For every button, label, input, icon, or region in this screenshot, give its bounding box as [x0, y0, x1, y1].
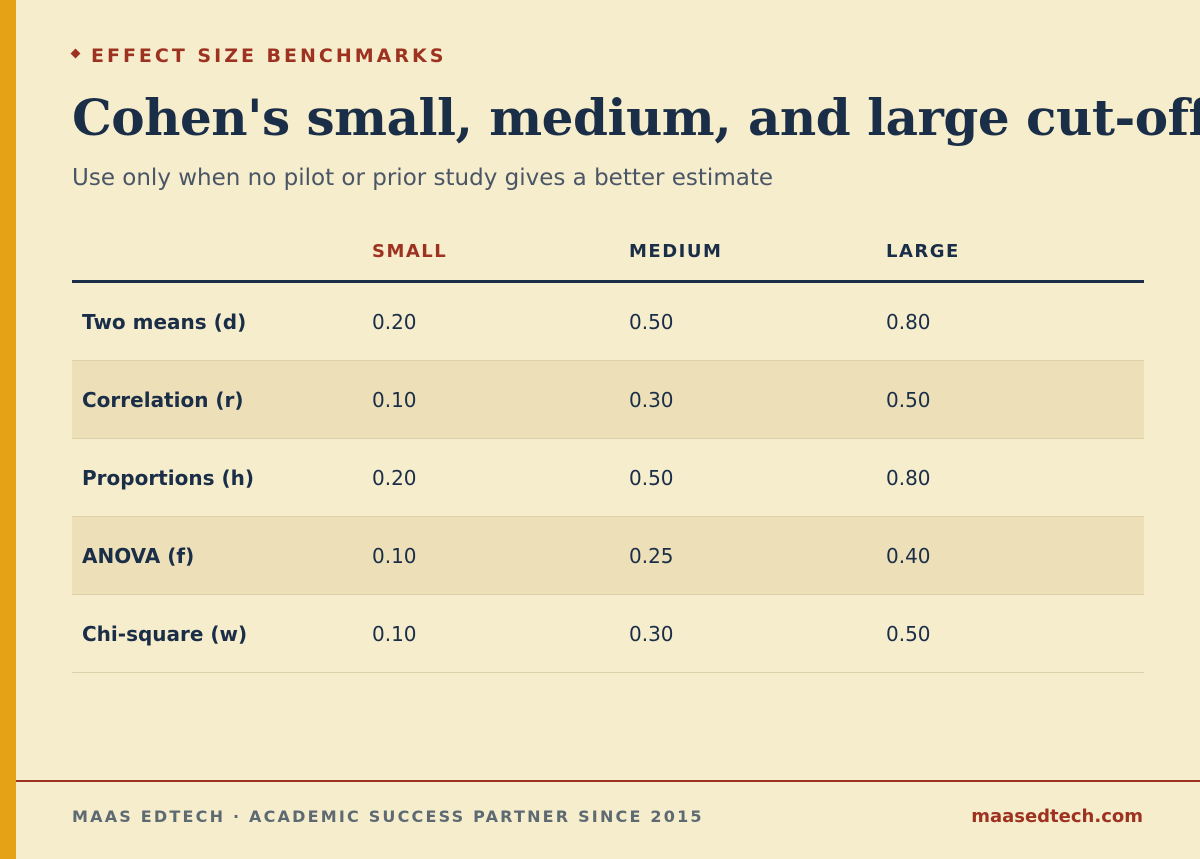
table-row: Proportions (h) 0.20 0.50 0.80	[72, 439, 1144, 517]
large-value: 0.40	[886, 544, 931, 568]
large-value: 0.50	[886, 622, 931, 646]
large-value: 0.50	[886, 388, 931, 412]
large-value: 0.80	[886, 310, 931, 334]
small-value: 0.10	[372, 388, 417, 412]
row-label: Correlation (r)	[82, 388, 244, 412]
footer-website-link[interactable]: maasedtech.com	[971, 806, 1143, 827]
column-header-large: LARGE	[886, 241, 960, 262]
medium-value: 0.30	[629, 622, 674, 646]
medium-value: 0.50	[629, 310, 674, 334]
medium-value: 0.25	[629, 544, 674, 568]
effect-size-table: SMALL MEDIUM LARGE Two means (d) 0.20 0.…	[72, 232, 1144, 673]
diamond-icon	[70, 48, 81, 59]
footer-divider	[16, 780, 1200, 782]
page-title: Cohen's small, medium, and large cut-off…	[72, 88, 1200, 147]
table-header: SMALL MEDIUM LARGE	[72, 232, 1144, 283]
small-value: 0.10	[372, 544, 417, 568]
small-value: 0.10	[372, 622, 417, 646]
row-label: Proportions (h)	[82, 466, 254, 490]
eyebrow-text: EFFECT SIZE BENCHMARKS	[91, 45, 447, 67]
column-header-small: SMALL	[372, 241, 448, 262]
footer-brand-tagline: MAAS EDTECH · ACADEMIC SUCCESS PARTNER S…	[72, 807, 704, 826]
small-value: 0.20	[372, 310, 417, 334]
eyebrow-label: EFFECT SIZE BENCHMARKS	[70, 44, 447, 68]
medium-value: 0.50	[629, 466, 674, 490]
left-accent-bar	[0, 0, 16, 859]
table-row: Correlation (r) 0.10 0.30 0.50	[72, 361, 1144, 439]
large-value: 0.80	[886, 466, 931, 490]
row-label: ANOVA (f)	[82, 544, 195, 568]
medium-value: 0.30	[629, 388, 674, 412]
row-label: Chi-square (w)	[82, 622, 248, 646]
row-label: Two means (d)	[82, 310, 247, 334]
table-row: Chi-square (w) 0.10 0.30 0.50	[72, 595, 1144, 673]
small-value: 0.20	[372, 466, 417, 490]
table-row: ANOVA (f) 0.10 0.25 0.40	[72, 517, 1144, 595]
page-subtitle: Use only when no pilot or prior study gi…	[72, 165, 773, 191]
table-row: Two means (d) 0.20 0.50 0.80	[72, 283, 1144, 361]
column-header-medium: MEDIUM	[629, 241, 723, 262]
